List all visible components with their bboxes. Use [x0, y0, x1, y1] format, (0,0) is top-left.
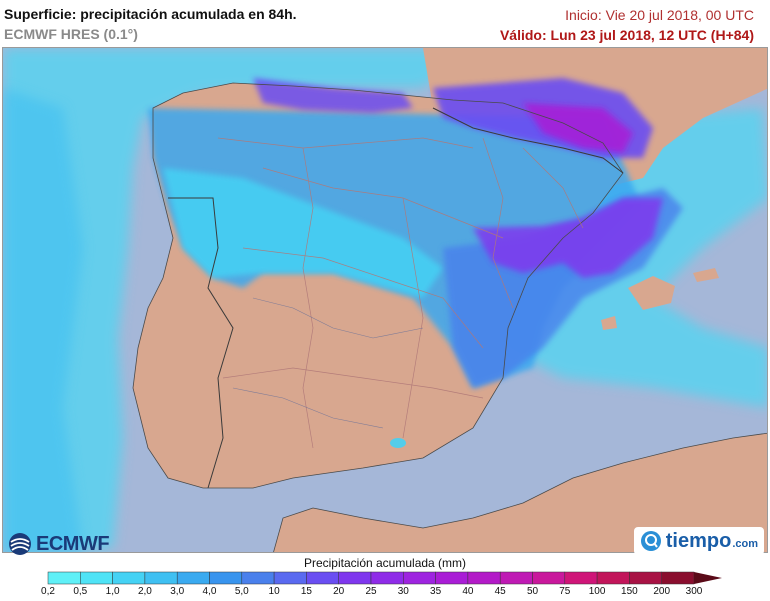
legend-swatch [47, 571, 81, 585]
tiempo-logo[interactable]: tiempo .com [633, 527, 764, 555]
precipitation-map [2, 47, 768, 553]
legend-swatch [273, 571, 307, 585]
map-canvas [3, 48, 767, 552]
legend-swatch [499, 571, 533, 585]
south-rain-patch [390, 438, 406, 448]
legend-swatch [661, 571, 695, 585]
legend-tick-label: 75 [559, 586, 571, 597]
legend-swatch [370, 571, 404, 585]
legend-swatch [564, 571, 598, 585]
legend-swatch [435, 571, 469, 585]
legend-tick-label: 50 [526, 586, 539, 597]
valid-time: Válido: Lun 23 jul 2018, 12 UTC (H+84) [499, 27, 754, 43]
tiempo-logo-text: tiempo [665, 529, 732, 552]
legend-tick-label: 3,0 [170, 586, 185, 597]
legend-swatch [629, 571, 662, 585]
border-france [432, 107, 624, 174]
init-time: Inicio: Vie 20 jul 2018, 00 UTC [565, 7, 754, 23]
map-title: Superficie: precipitación acumulada en 8… [4, 6, 297, 22]
legend-tick-label: 30 [397, 586, 409, 597]
tiempo-logo-icon [640, 531, 661, 551]
model-label: ECMWF HRES (0.1°) [4, 26, 138, 42]
land-ibiza [601, 316, 617, 330]
land-menorca [693, 268, 719, 282]
color-legend-bar [47, 571, 722, 585]
rivers [232, 297, 424, 429]
legend-tick-label: 4,0 [202, 586, 217, 597]
legend-swatch [176, 571, 210, 585]
legend-swatch [306, 571, 339, 585]
legend-tick-label: 45 [494, 586, 506, 597]
legend-tick-label: 1,0 [105, 586, 120, 597]
legend-swatch [403, 571, 436, 585]
legend-tick-label: 20 [333, 586, 345, 597]
cantabrian-core [253, 78, 413, 113]
ecmwf-logo: ECMWF [8, 532, 110, 556]
legend-tick-label: 15 [300, 586, 312, 597]
legend-tick-label: 200 [653, 586, 671, 597]
border-portugal [168, 197, 234, 489]
regional-borders [217, 137, 584, 449]
land-mallorca [628, 276, 675, 310]
legend-title: Precipitación acumulada (mm) [303, 556, 467, 570]
legend-swatch [596, 571, 630, 585]
legend-swatch [532, 571, 566, 585]
atlantic-rain-band [3, 48, 473, 552]
legend-tick-label: 150 [621, 586, 638, 597]
legend-swatch [112, 571, 146, 585]
east-core [473, 198, 663, 278]
legend-swatch [241, 571, 275, 585]
ecmwf-globe-icon [9, 533, 31, 555]
tiempo-logo-domain: .com [732, 538, 758, 550]
legend-tick-labels: 0,2 0,5 1,0 2,0 3,0 4,0 5,0 10 15 20 25 30 35 40 45 50 7… [0, 586, 770, 600]
legend-tick-label: 2,0 [137, 586, 152, 597]
legend-tick-label: 25 [365, 586, 377, 597]
legend-tick-label: 300 [685, 586, 703, 597]
legend-swatch [209, 571, 243, 585]
legend-swatch [467, 571, 501, 585]
pyrenees-core-intense [523, 103, 633, 153]
coastline-africa [273, 432, 767, 552]
legend-swatch [80, 571, 113, 585]
north-rain-light [163, 168, 443, 298]
coastline-iberia [132, 82, 624, 489]
legend-swatch [144, 571, 178, 585]
legend-overflow-arrow [694, 572, 722, 584]
atlantic-rain-band-outer [3, 88, 83, 552]
legend-tick-label: 0,5 [73, 586, 88, 597]
legend-swatch [338, 571, 372, 585]
legend-tick-label: 35 [430, 586, 442, 597]
legend-tick-label: 0,2 [41, 586, 55, 597]
legend-tick-label: 10 [268, 586, 280, 597]
ecmwf-logo-text: ECMWF [36, 532, 110, 555]
land-north-africa [273, 433, 767, 552]
legend-tick-label: 100 [588, 586, 606, 597]
legend-tick-label: 40 [462, 586, 474, 597]
legend-tick-label: 5,0 [234, 586, 249, 597]
